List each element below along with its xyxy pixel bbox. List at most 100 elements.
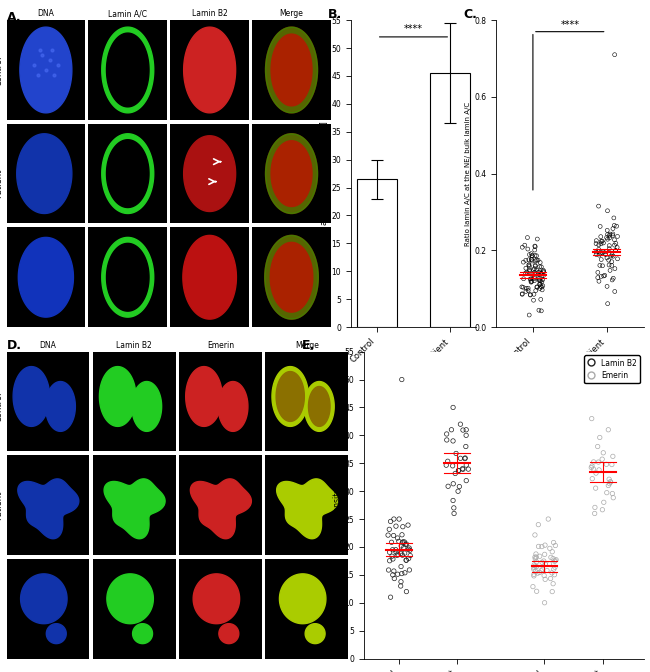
- Point: [603, 206, 613, 216]
- Point: [590, 502, 600, 513]
- Polygon shape: [18, 237, 73, 317]
- Point: [596, 254, 606, 265]
- Point: [524, 259, 534, 270]
- Point: [595, 260, 605, 271]
- Polygon shape: [107, 243, 149, 311]
- Point: [546, 552, 556, 562]
- Point: [49, 70, 59, 81]
- Point: [603, 234, 613, 245]
- Point: [393, 549, 403, 560]
- Point: [37, 50, 47, 60]
- Point: [401, 539, 411, 550]
- Point: [540, 540, 550, 550]
- Point: [549, 564, 559, 575]
- Point: [612, 253, 623, 264]
- Point: [601, 232, 612, 243]
- Point: [590, 482, 601, 493]
- Point: [536, 294, 546, 305]
- Polygon shape: [280, 574, 326, 624]
- Point: [396, 540, 406, 551]
- Point: [542, 565, 552, 576]
- Point: [530, 250, 540, 261]
- Point: [538, 274, 548, 285]
- Point: [603, 298, 613, 309]
- Point: [608, 493, 618, 503]
- Text: ****: ****: [404, 24, 423, 34]
- Point: [526, 251, 537, 261]
- Point: [536, 306, 547, 317]
- Polygon shape: [266, 134, 317, 214]
- Point: [448, 435, 458, 446]
- Point: [606, 251, 616, 261]
- Point: [598, 448, 608, 458]
- Point: [536, 281, 546, 292]
- Point: [528, 581, 538, 592]
- Point: [384, 524, 395, 535]
- Point: [535, 257, 545, 268]
- Point: [41, 65, 51, 75]
- Polygon shape: [218, 382, 248, 431]
- Point: [528, 269, 538, 280]
- Point: [608, 212, 619, 223]
- Point: [551, 554, 562, 565]
- Point: [587, 461, 597, 472]
- Polygon shape: [277, 479, 337, 539]
- Point: [529, 560, 539, 571]
- Point: [525, 249, 535, 260]
- Point: [610, 263, 620, 274]
- Point: [404, 564, 415, 575]
- Polygon shape: [107, 574, 153, 624]
- Point: [45, 54, 55, 65]
- Bar: [430, 73, 471, 327]
- Point: [591, 249, 601, 260]
- Point: [404, 553, 414, 564]
- Point: [405, 550, 415, 561]
- Point: [387, 544, 398, 555]
- Point: [448, 495, 458, 506]
- Point: [525, 290, 536, 300]
- Point: [529, 274, 539, 284]
- Point: [393, 533, 403, 544]
- Point: [385, 516, 396, 527]
- Point: [401, 586, 411, 597]
- Polygon shape: [265, 235, 318, 319]
- Text: 92: 92: [518, 428, 527, 434]
- Point: [523, 244, 533, 255]
- Point: [34, 44, 45, 55]
- Polygon shape: [20, 27, 72, 113]
- Point: [526, 274, 536, 284]
- Text: DNA: DNA: [40, 341, 57, 349]
- Point: [534, 551, 545, 562]
- Point: [526, 248, 536, 259]
- Point: [597, 236, 607, 247]
- Point: [449, 508, 460, 519]
- Point: [534, 273, 545, 284]
- Point: [530, 566, 541, 577]
- Point: [534, 275, 545, 286]
- Bar: [356, 179, 397, 327]
- Point: [530, 241, 540, 251]
- Point: [547, 586, 558, 597]
- Text: Emerin: Emerin: [207, 341, 234, 349]
- Point: [549, 537, 559, 548]
- Point: [598, 238, 608, 249]
- Point: [400, 539, 411, 550]
- Point: [391, 521, 401, 532]
- Point: [538, 265, 549, 276]
- Point: [460, 453, 470, 464]
- Polygon shape: [183, 235, 237, 319]
- Point: [389, 573, 400, 584]
- Point: [528, 295, 539, 306]
- Point: [523, 283, 534, 294]
- Point: [525, 266, 535, 277]
- Text: E.: E.: [302, 339, 315, 352]
- Point: [549, 569, 560, 580]
- Point: [610, 245, 621, 256]
- Point: [538, 266, 549, 277]
- Point: [532, 255, 542, 265]
- Polygon shape: [99, 367, 136, 426]
- Point: [597, 247, 608, 258]
- Point: [537, 271, 547, 282]
- Point: [461, 425, 471, 435]
- Point: [537, 564, 547, 575]
